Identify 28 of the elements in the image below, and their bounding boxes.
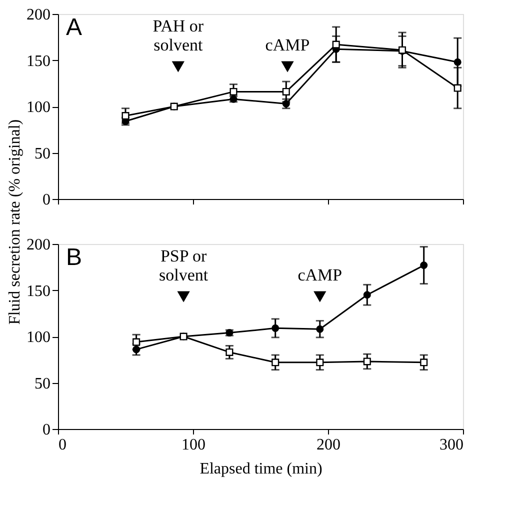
point <box>230 88 238 96</box>
point <box>282 88 290 96</box>
y-tick-label: 100 <box>26 99 50 116</box>
point <box>454 84 462 92</box>
y-tick-label: 150 <box>26 52 50 70</box>
x-tick-label: 0 <box>58 436 66 454</box>
annotation: PAH or solvent <box>152 16 204 55</box>
x-tick-label: 200 <box>316 436 340 454</box>
y-tick-label: 0 <box>42 192 50 208</box>
point <box>122 112 130 120</box>
point <box>332 40 340 48</box>
annotation: cAMP <box>298 266 342 285</box>
annotation: B <box>66 244 82 271</box>
x-tick-label: 300 <box>440 436 464 454</box>
annotation: cAMP <box>265 36 310 55</box>
y-tick-label: 200 <box>26 6 50 24</box>
y-tick-label: 0 <box>42 422 50 438</box>
annotation: A <box>66 14 82 41</box>
y-tick-label: 150 <box>26 282 50 300</box>
y-axis-title: Fluid secretion rate (% original) <box>6 119 24 325</box>
y-tick-label: 100 <box>26 329 50 346</box>
y-tick-label: 50 <box>34 375 50 392</box>
point <box>454 58 462 66</box>
x-tick-label: 100 <box>182 436 206 454</box>
x-axis-title: Elapsed time (min) <box>200 460 322 478</box>
y-tick-label: 50 <box>34 145 50 162</box>
annotation: PSP or solvent <box>158 246 208 285</box>
y-tick-label: 200 <box>26 236 50 254</box>
